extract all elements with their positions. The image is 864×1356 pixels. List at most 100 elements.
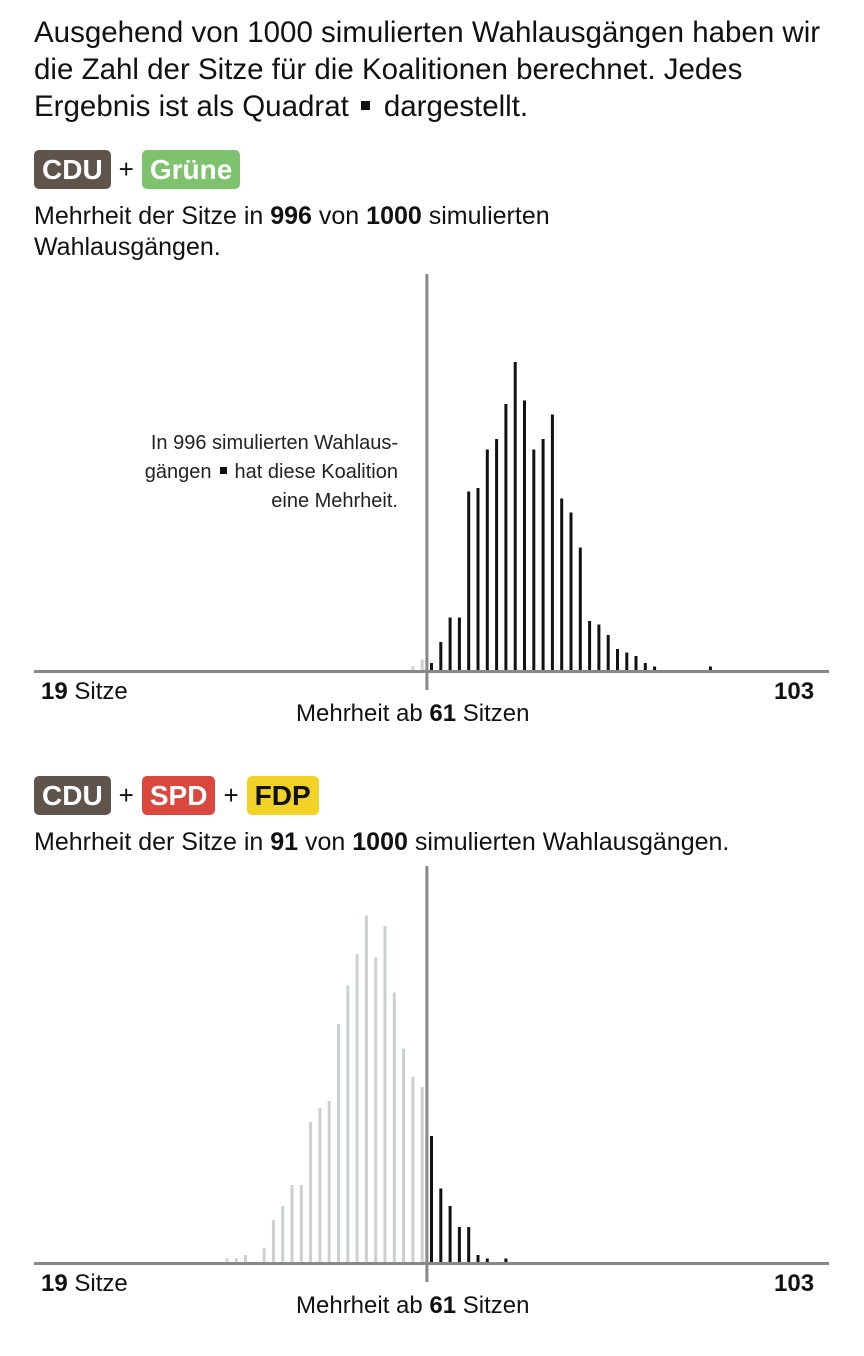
- histogram-bar: [550, 414, 554, 670]
- threshold-post: Sitzen: [462, 1292, 530, 1319]
- histogram-bar: [374, 957, 378, 1262]
- histogram-bar: [504, 1258, 508, 1262]
- annotation-line2-post: hat diese Koalition: [234, 461, 398, 483]
- histogram-bar: [467, 1227, 471, 1262]
- plus-sign: +: [118, 154, 134, 184]
- square-icon: [219, 467, 227, 475]
- histogram-bar: [485, 1258, 489, 1262]
- summary-post: simulierten Wahlausgängen.: [414, 828, 730, 856]
- histogram-bar: [411, 1076, 415, 1262]
- coalition2-header: CDU + SPD + FDP: [34, 776, 319, 815]
- histogram-bar: [653, 666, 657, 670]
- histogram-bar: [476, 1255, 480, 1262]
- chart-cdu-spd-fdp: [34, 866, 829, 1282]
- axis-min-unit: Sitze: [74, 1270, 128, 1297]
- threshold-pre: Mehrheit ab: [296, 700, 423, 727]
- histogram-bar: [476, 488, 480, 670]
- party-badge-cdu: CDU: [34, 150, 111, 189]
- axis2-threshold-label: Mehrheit ab 61 Sitzen: [296, 1292, 530, 1320]
- histogram-bar: [346, 985, 350, 1262]
- histogram-bar: [234, 1258, 238, 1262]
- histogram-bar: [513, 362, 517, 670]
- histogram-bar: [244, 1255, 247, 1262]
- threshold-pre: Mehrheit ab: [296, 1292, 423, 1319]
- histogram-bar: [578, 547, 582, 670]
- intro-text-before: Ausgehend von 1000 simulierten Wahlausgä…: [34, 16, 821, 123]
- axis-min-value: 19: [41, 1270, 68, 1297]
- axis-min-unit: Sitze: [74, 678, 128, 705]
- histogram-bar: [309, 1122, 313, 1262]
- histogram-bar: [402, 1048, 406, 1262]
- threshold-post: Sitzen: [462, 700, 530, 727]
- histogram-bar: [569, 512, 573, 670]
- histogram-bar: [448, 617, 452, 670]
- histogram-bar: [420, 1087, 424, 1262]
- axis2-min-label: 19 Sitze: [41, 1270, 128, 1298]
- histogram-bar: [708, 666, 712, 670]
- histogram-bar: [523, 400, 526, 670]
- axis2-max-label: 103: [774, 1270, 814, 1298]
- histogram-bar: [606, 635, 610, 670]
- histogram-bar: [485, 449, 489, 670]
- histogram-bar: [290, 1185, 294, 1262]
- axis-max-value: 103: [774, 678, 815, 705]
- threshold-value: 61: [429, 1292, 457, 1319]
- annotation-line2-pre: gängen: [144, 461, 212, 483]
- coalition2-summary: Mehrheit der Sitze in 91 von 1000 simuli…: [34, 827, 834, 858]
- histogram-bar: [643, 663, 647, 670]
- party-badge-gruene: Grüne: [141, 150, 241, 189]
- annotation-line3: eine Mehrheit.: [271, 490, 398, 512]
- histogram-bar: [616, 649, 619, 670]
- chart1-annotation: In 996 simulierten Wahlaus- gängen hat di…: [60, 429, 398, 516]
- histogram-bar: [392, 992, 396, 1262]
- histogram-bar: [355, 954, 359, 1262]
- histogram-bar: [420, 659, 424, 670]
- summary-mid: von: [318, 202, 360, 230]
- summary-count: 91: [270, 828, 299, 856]
- histogram-bar: [327, 1101, 331, 1262]
- histogram-bar: [541, 439, 545, 670]
- histogram-bar: [262, 1248, 266, 1262]
- summary-pre: Mehrheit der Sitze in: [34, 828, 264, 856]
- histogram-bar: [299, 1185, 303, 1262]
- histogram-bar: [532, 449, 536, 670]
- histogram-bar: [318, 1108, 322, 1262]
- histogram-bar: [337, 1024, 340, 1262]
- histogram-bar: [439, 1188, 443, 1262]
- party-badge-fdp: FDP: [246, 776, 319, 815]
- party-badge-cdu: CDU: [34, 776, 111, 815]
- histogram-bar: [281, 1206, 285, 1262]
- coalition1-header: CDU + Grüne: [34, 150, 241, 189]
- histogram-bar: [271, 1220, 275, 1262]
- plus-sign: +: [223, 780, 239, 810]
- annotation-line1: In 996 simulierten Wahlaus-: [150, 432, 398, 454]
- histogram-bar: [588, 621, 592, 670]
- histogram-bar: [383, 926, 387, 1262]
- histogram-bar: [364, 915, 368, 1262]
- threshold-value: 61: [429, 700, 457, 727]
- coalition1-summary: Mehrheit der Sitze in 996 von 1000 simul…: [34, 201, 634, 263]
- summary-count: 996: [270, 202, 312, 230]
- intro-text-after: dargestellt.: [383, 90, 529, 123]
- summary-total: 1000: [366, 202, 422, 230]
- annotation-line2: gängen hat diese Koalition: [60, 458, 398, 487]
- histogram-bar: [560, 498, 564, 670]
- summary-post: simulierten Wahlausgängen.: [34, 202, 550, 261]
- axis1-threshold-label: Mehrheit ab 61 Sitzen: [296, 700, 530, 728]
- histogram-bar: [439, 642, 443, 670]
- histogram-bar: [430, 663, 433, 670]
- axis-max-value: 103: [774, 1270, 815, 1297]
- chart-cdu-gruene: [34, 274, 829, 690]
- histogram-bar: [634, 656, 638, 670]
- party-badge-spd: SPD: [141, 776, 216, 815]
- histogram-bar: [225, 1258, 229, 1262]
- histogram-bar: [597, 624, 601, 670]
- summary-total: 1000: [352, 828, 408, 856]
- plus-sign: +: [118, 780, 134, 810]
- histogram-bar: [467, 491, 471, 670]
- histogram-bar: [495, 439, 499, 670]
- histogram-bar: [430, 1136, 433, 1262]
- intro-text: Ausgehend von 1000 simulierten Wahlausgä…: [34, 14, 834, 125]
- axis-min-value: 19: [41, 678, 68, 705]
- histogram-bar: [625, 652, 629, 670]
